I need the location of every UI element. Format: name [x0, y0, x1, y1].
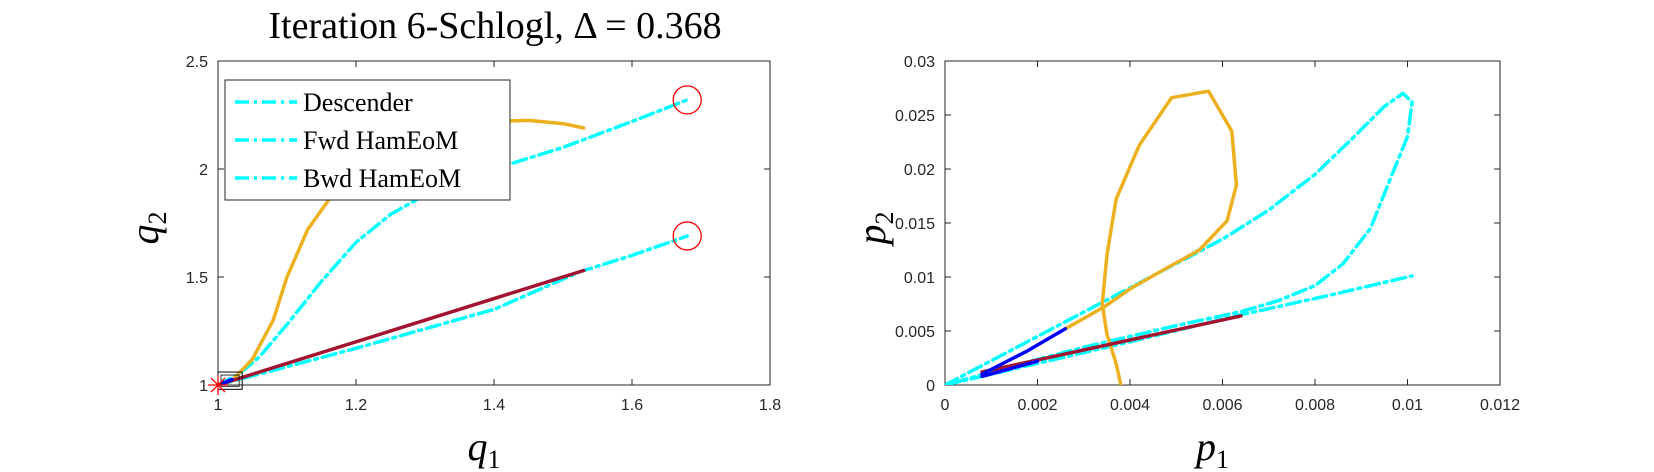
x-tick-label: 0.01: [1392, 397, 1423, 414]
y-tick-label: 0.03: [904, 54, 935, 71]
y-axis-label-subscript: 2: [143, 212, 172, 225]
series-line-3: [218, 268, 586, 385]
y-tick-label: 0.02: [904, 162, 935, 179]
start-star-marker: [208, 375, 228, 395]
x-axis-label-subscript: 1: [1216, 445, 1229, 472]
x-tick-label: 1.4: [483, 397, 505, 414]
chart-title: Iteration 6-Schlogl, Δ = 0.368: [268, 5, 721, 47]
series-line-0: [945, 91, 1414, 385]
endpoint-circle-marker: [672, 85, 702, 115]
x-tick-label: 0.004: [1110, 397, 1150, 414]
series-group: [945, 89, 1414, 385]
y-tick-label: 0: [926, 378, 935, 395]
legend-entry: Bwd HamEoM: [303, 164, 461, 193]
x-tick-label: 1.8: [759, 397, 781, 414]
endpoint-circle-marker: [672, 221, 702, 251]
x-tick-label: 0: [941, 397, 950, 414]
series-line-1: [218, 234, 689, 385]
y-axis-label: q2: [122, 212, 172, 245]
legend-entry: Fwd HamEoM: [303, 126, 458, 155]
x-axis-label: q1: [468, 424, 501, 472]
legend: Descender Fwd HamEoM Bwd HamEoM: [224, 79, 511, 201]
y-tick-label: 0.005: [895, 324, 935, 341]
x-tick-label: 0.002: [1017, 397, 1057, 414]
series-line-4: [218, 377, 234, 385]
x-tick-label: 1: [214, 397, 223, 414]
left-axes: 1 1.2 1.4 1.6 1.8 1 1.5 2 2.5 q1 q2 Descender Fwd Ha…: [122, 54, 781, 472]
y-tick-label: 2: [199, 162, 208, 179]
series-line-5: [980, 359, 1040, 379]
axes-frame: [944, 60, 1501, 386]
series-line-3: [980, 314, 1243, 374]
start-box-marker-inner: [220, 374, 240, 387]
x-tick-label: 1.6: [621, 397, 643, 414]
series-line-4: [980, 327, 1068, 376]
y-axis-label: p2: [849, 212, 899, 248]
y-tick-label: 1.5: [186, 270, 208, 287]
y-tick-label: 0.015: [895, 216, 935, 233]
series-line-2: [1063, 89, 1239, 385]
x-tick-label: 1.2: [345, 397, 367, 414]
series-line-0: [218, 98, 689, 385]
x-axis-label: p1: [1193, 424, 1229, 472]
x-tick-label: 0.006: [1202, 397, 1242, 414]
x-tick-label: 0.008: [1295, 397, 1335, 414]
y-tick-label: 0.01: [904, 270, 935, 287]
x-axis-label-subscript: 1: [488, 445, 501, 472]
y-tick-label: 2.5: [186, 54, 208, 71]
x-tick-label: 0.012: [1480, 397, 1520, 414]
right-axes: 0 0.002 0.004 0.006 0.008 0.01 0.01200.0050.01…: [849, 54, 1520, 472]
y-axis-label-subscript: 2: [870, 212, 899, 225]
y-tick-label: 0.025: [895, 108, 935, 125]
legend-entry: Descender: [303, 88, 413, 117]
y-tick-label: 1: [199, 378, 208, 395]
